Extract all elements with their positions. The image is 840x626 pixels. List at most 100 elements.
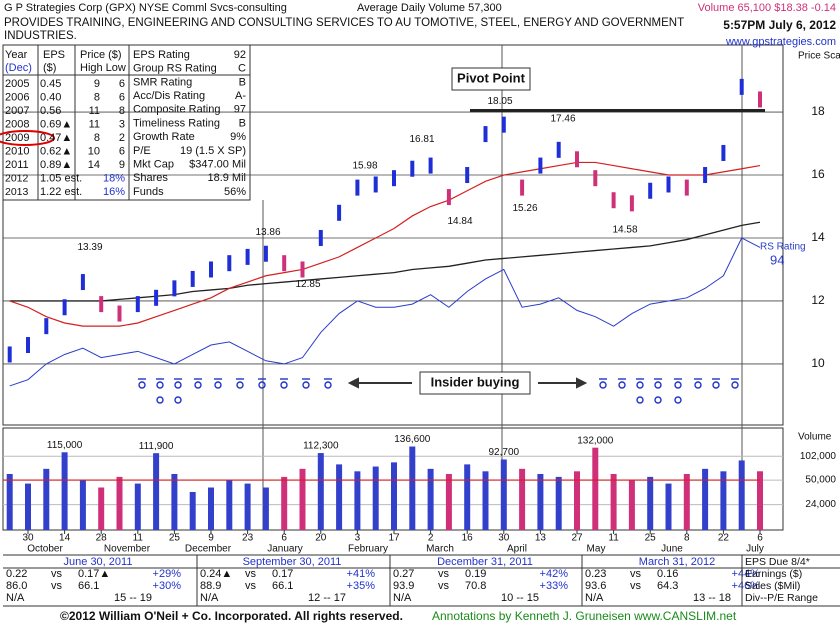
x-tick-label: 28: [96, 533, 108, 544]
y-tick-label: 14: [811, 230, 825, 244]
table-header: Year: [5, 49, 28, 61]
volume-bar: [427, 468, 434, 530]
quarter-period: March 31, 2012: [639, 556, 715, 568]
price-bar: [611, 192, 616, 209]
price-annotation: 15.26: [512, 203, 537, 214]
insider-icon: [194, 381, 202, 389]
growth: 18%: [103, 172, 125, 184]
price-panel: [2, 44, 784, 426]
price-bar: [520, 179, 525, 196]
volume-bar: [134, 483, 141, 530]
rating-name: Composite Rating: [133, 104, 220, 116]
rs-value: 94: [770, 252, 784, 267]
price-low: 6: [119, 145, 125, 157]
insider-icon: [302, 381, 310, 389]
q-change: +30%: [153, 580, 182, 592]
rating-name: SMR Rating: [133, 76, 192, 88]
price-low: 6: [119, 91, 125, 103]
x-tick-label: 11: [608, 533, 619, 544]
price-bar: [593, 170, 598, 187]
highlight-circle: [0, 130, 55, 146]
month-label: March: [426, 544, 454, 555]
y-tick-label: 16: [811, 167, 825, 181]
price-annotation: 12.85: [295, 279, 320, 290]
q-current: 93.6: [585, 580, 606, 592]
price-low: 2: [119, 132, 125, 144]
volume-bar: [610, 473, 617, 530]
volume-bar: [537, 473, 544, 530]
annotations: Annotations by Kenneth J. Gruneisen www.…: [432, 609, 737, 623]
q-prior: 0.17▲: [78, 568, 110, 580]
table-header: EPS: [43, 49, 65, 61]
quarter-legend: Div--P/E Range: [745, 592, 818, 604]
price-low: 3: [119, 118, 125, 130]
q-div: N/A: [6, 592, 25, 604]
price-annotation: 15.98: [352, 160, 377, 171]
price-bar: [245, 248, 250, 265]
q-vs: vs: [51, 580, 63, 592]
volume-bar: [226, 480, 233, 530]
insider-icon: [712, 381, 720, 389]
volume-bar: [299, 468, 306, 530]
insider-icon: [258, 381, 266, 389]
q-pe: 13 -- 18: [693, 592, 731, 604]
x-tick-label: 6: [757, 533, 763, 544]
price-bar: [410, 160, 415, 177]
price-low: 9: [119, 159, 125, 171]
price-high: 11: [89, 105, 100, 117]
price-annotation: 16.81: [409, 134, 434, 145]
x-tick-label: 11: [133, 533, 144, 544]
q-vs: vs: [245, 580, 257, 592]
x-tick-label: 2: [428, 533, 434, 544]
price-low: 8: [119, 105, 125, 117]
x-tick-label: 14: [59, 533, 71, 544]
price-high: 8: [94, 91, 100, 103]
q-prior: 0.19: [465, 568, 486, 580]
insider-icon: [138, 381, 146, 389]
quote: Volume 65,100 $18.38 -0.14: [698, 2, 836, 14]
eps: 0.89▲: [40, 159, 72, 171]
rating-value: C: [238, 63, 246, 75]
volume-tick-label: 24,000: [805, 499, 836, 510]
volume-tick-label: 102,000: [800, 451, 837, 462]
volume-bar: [171, 473, 178, 530]
growth: 16%: [103, 186, 125, 198]
price-bar: [721, 144, 726, 161]
volume-bar: [189, 491, 196, 530]
year: 2010: [5, 145, 29, 157]
website: www.gpstrategies.com: [725, 36, 836, 48]
pivot-price: 18.05: [487, 96, 512, 107]
eps: 0.69▲: [40, 118, 72, 130]
q-change: +35%: [347, 580, 376, 592]
avg-volume: Average Daily Volume 57,300: [357, 2, 502, 14]
x-tick-label: 30: [498, 533, 510, 544]
x-tick-label: 20: [315, 533, 327, 544]
volume-label: 111,900: [139, 441, 174, 452]
price-bar: [758, 91, 762, 108]
volume-bar: [574, 471, 580, 530]
volume-bar: [98, 487, 105, 530]
q-prior: 70.8: [465, 580, 486, 592]
rating-name: EPS Rating: [133, 49, 190, 61]
volume-bar: [25, 483, 31, 530]
rating-value: 92: [234, 49, 246, 61]
month-label: December: [185, 544, 232, 555]
q-change: +42%: [540, 568, 569, 580]
insider-icon: [694, 381, 702, 389]
month-label: February: [348, 544, 388, 555]
rating-value: B: [239, 76, 246, 88]
volume-bar: [592, 447, 599, 530]
price-bar: [465, 167, 470, 184]
fundamentals-box: [2, 44, 251, 201]
rating-value: B: [239, 117, 246, 129]
volume-bar: [647, 476, 654, 530]
year: 2012: [5, 172, 29, 184]
insider-icon: [674, 381, 682, 389]
q-vs: vs: [245, 568, 257, 580]
x-tick-label: 13: [535, 533, 547, 544]
price-bar: [684, 179, 689, 196]
quarter-period: September 30, 2011: [243, 556, 342, 568]
x-tick-label: 30: [22, 533, 34, 544]
year: 2006: [5, 91, 29, 103]
month-label: November: [104, 544, 151, 555]
